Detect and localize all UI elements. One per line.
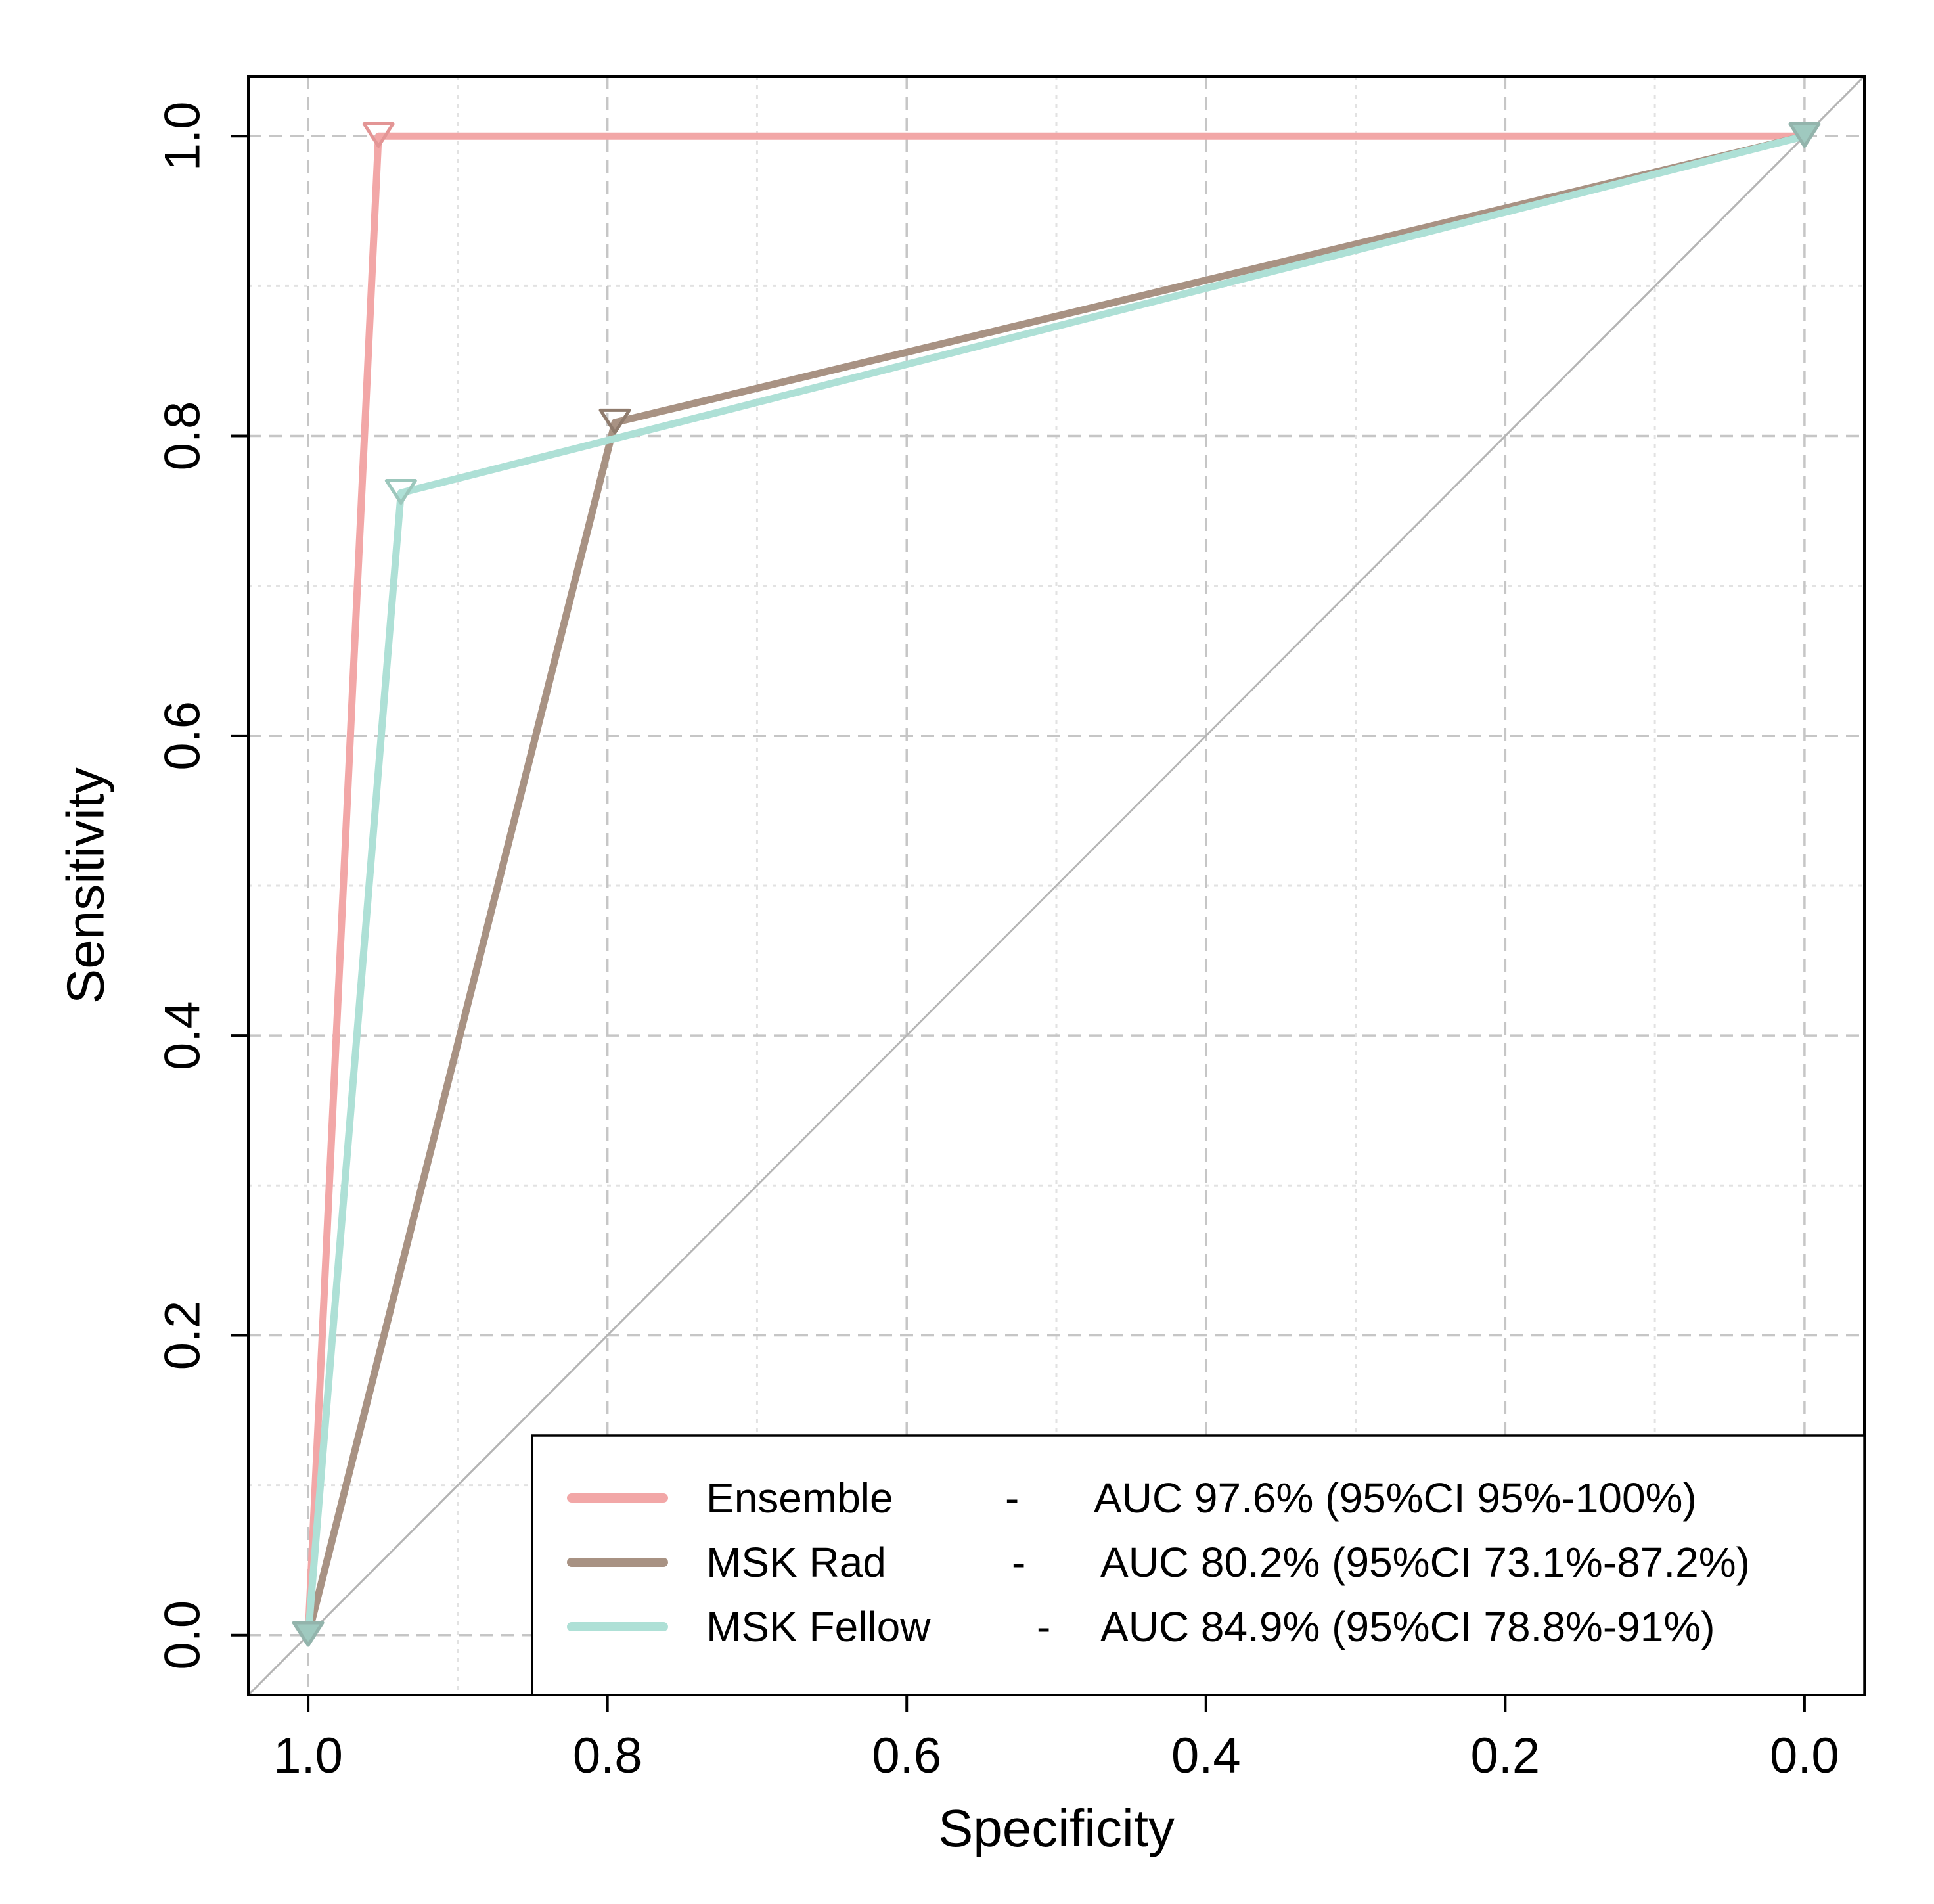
y-axis: 0.0 0.2 0.4 0.6 0.8 1.0 — [155, 101, 248, 1670]
legend-label: MSK Rad — [706, 1539, 886, 1586]
legend-separator: - — [1005, 1474, 1019, 1522]
x-tick-label: 0.2 — [1471, 1728, 1540, 1784]
marker-msk-rad — [598, 408, 631, 434]
endpoint-marker — [292, 1621, 325, 1647]
y-tick-label: 0.6 — [155, 701, 211, 771]
legend: Ensemble - AUC 97.6% (95%CI 95%-100%) MSK R… — [531, 1434, 1866, 1696]
x-tick-label: 0.6 — [872, 1728, 941, 1784]
y-tick-label: 0.8 — [155, 401, 211, 471]
legend-separator: - — [1037, 1603, 1050, 1650]
x-tick-label: 0.8 — [573, 1728, 642, 1784]
legend-auc: AUC 97.6% (95%CI 95%-100%) — [1094, 1474, 1697, 1522]
y-tick-label: 1.0 — [155, 101, 211, 171]
series-markers — [292, 122, 1821, 1647]
x-axis-title: Specificity — [938, 1799, 1175, 1857]
y-tick-label: 0.2 — [155, 1301, 211, 1371]
legend-box — [531, 1434, 1866, 1696]
y-tick-label: 0.0 — [155, 1600, 211, 1670]
marker-ensemble — [362, 122, 395, 148]
legend-label: Ensemble — [706, 1474, 893, 1522]
legend-label: MSK Fellow — [706, 1603, 931, 1650]
legend-auc: AUC 84.9% (95%CI 78.8%-91%) — [1100, 1603, 1715, 1650]
legend-auc: AUC 80.2% (95%CI 73.1%-87.2%) — [1100, 1539, 1750, 1586]
diagonal-reference-line — [247, 75, 1866, 1696]
series-line-msk-fellow — [304, 132, 1809, 1639]
series-line-msk-rad — [304, 132, 1809, 1639]
y-axis-title: Sensitivity — [56, 767, 115, 1004]
x-tick-label: 0.0 — [1770, 1728, 1839, 1784]
x-tick-label: 1.0 — [273, 1728, 343, 1784]
marker-msk-fellow — [384, 479, 417, 505]
legend-separator: - — [1012, 1539, 1025, 1586]
series-line-ensemble — [304, 132, 1809, 1639]
y-tick-label: 0.4 — [155, 1001, 211, 1070]
endpoint-marker — [1788, 122, 1821, 148]
x-tick-label: 0.4 — [1171, 1728, 1241, 1784]
series-lines — [304, 132, 1809, 1639]
